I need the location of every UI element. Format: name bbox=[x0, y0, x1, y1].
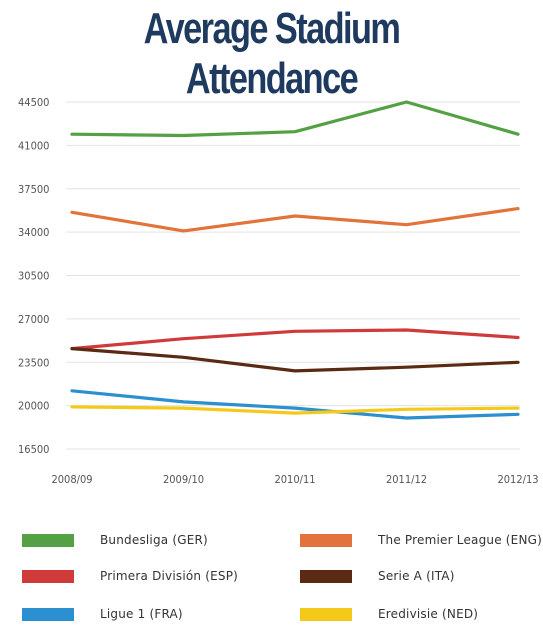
legend-swatch bbox=[300, 569, 352, 583]
y-tick-label: 44500 bbox=[18, 96, 49, 109]
y-tick-label: 20000 bbox=[18, 400, 49, 413]
series-line-5 bbox=[70, 405, 520, 415]
y-tick-label: 34000 bbox=[18, 226, 49, 239]
x-tick-label: 2009/10 bbox=[163, 473, 204, 486]
legend-label: Primera División (ESP) bbox=[100, 569, 239, 583]
legend-swatch bbox=[22, 533, 74, 547]
legend-item-eredivisie: Eredivisie (NED) bbox=[300, 604, 478, 624]
legend-label: Bundesliga (GER) bbox=[100, 533, 208, 547]
legend-item-premier-league: The Premier League (ENG) bbox=[300, 530, 542, 550]
x-tick-label: 2010/11 bbox=[274, 473, 315, 486]
y-tick-label: 37500 bbox=[18, 183, 49, 196]
legend-label: Ligue 1 (FRA) bbox=[100, 607, 183, 621]
legend-item-serie-a: Serie A (ITA) bbox=[300, 566, 455, 586]
y-tick-label: 41000 bbox=[18, 139, 49, 152]
series-line-3 bbox=[70, 347, 520, 373]
x-tick-label: 2008/09 bbox=[51, 473, 92, 486]
legend-swatch bbox=[300, 533, 352, 547]
legend-swatch bbox=[22, 607, 74, 621]
x-tick-label: 2012/13 bbox=[497, 473, 538, 486]
y-tick-label: 30500 bbox=[18, 270, 49, 283]
chart-title: Average Stadium Attendance bbox=[143, 4, 401, 103]
legend: Bundesliga (GER) The Premier League (ENG… bbox=[0, 520, 543, 640]
series-line-0 bbox=[70, 100, 520, 138]
legend-label: Serie A (ITA) bbox=[378, 569, 455, 583]
legend-swatch bbox=[22, 569, 74, 583]
series-line-2 bbox=[70, 328, 520, 351]
series-line-1 bbox=[70, 207, 520, 233]
line-chart: 16500 20000 23500 27000 30500 34000 37500 41000… bbox=[18, 96, 539, 486]
y-tick-label: 23500 bbox=[18, 356, 49, 369]
series-line-4 bbox=[70, 389, 520, 420]
legend-swatch bbox=[300, 607, 352, 621]
legend-item-bundesliga: Bundesliga (GER) bbox=[22, 530, 208, 550]
legend-item-primera-division: Primera División (ESP) bbox=[22, 566, 238, 586]
legend-label: The Premier League (ENG) bbox=[378, 533, 543, 547]
y-tick-label: 16500 bbox=[18, 443, 49, 456]
x-tick-label: 2011/12 bbox=[386, 473, 427, 486]
legend-label: Eredivisie (NED) bbox=[378, 607, 479, 621]
legend-item-ligue-1: Ligue 1 (FRA) bbox=[22, 604, 183, 624]
y-tick-label: 27000 bbox=[18, 313, 49, 326]
